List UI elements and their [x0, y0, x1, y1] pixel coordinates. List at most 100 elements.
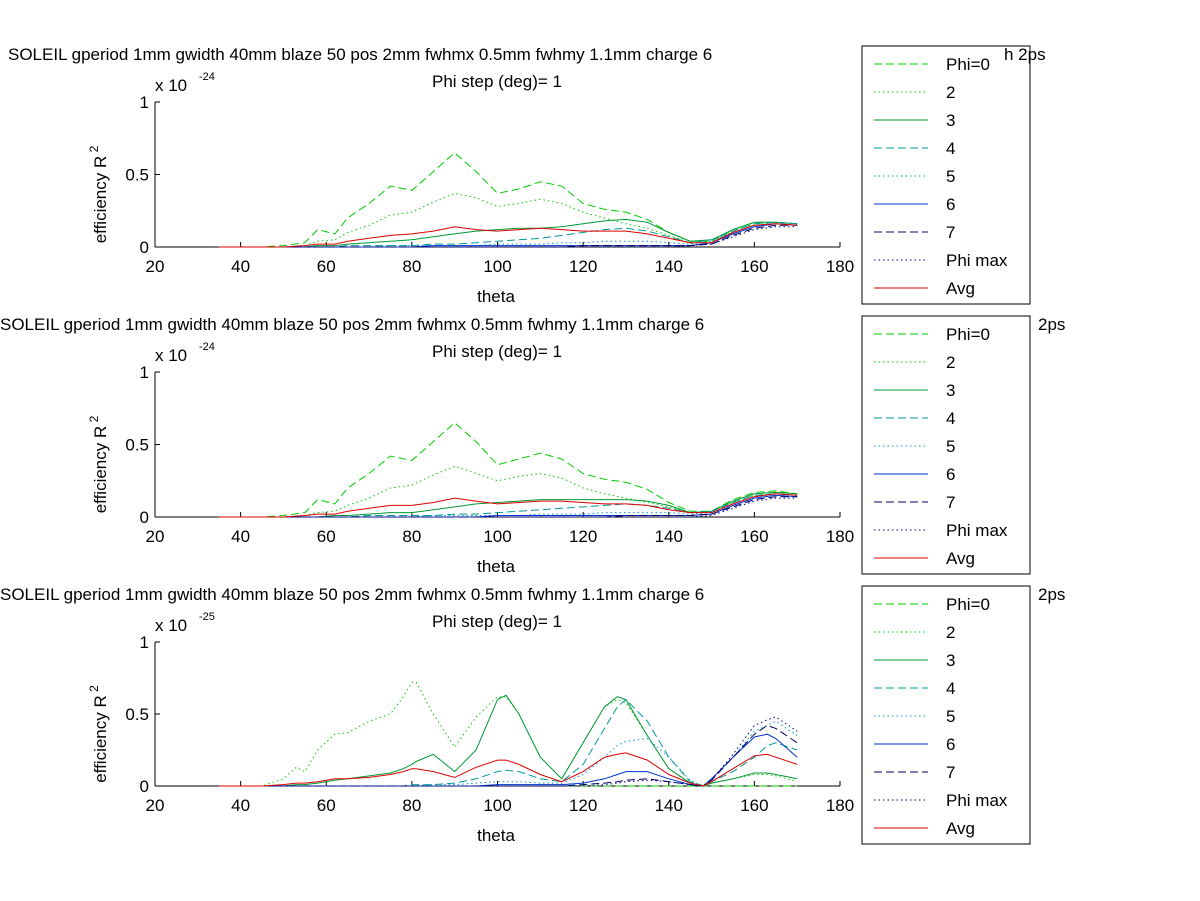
legend-label: 3: [946, 111, 955, 130]
y-tick-label: 1: [140, 93, 149, 112]
series-line-7: [219, 496, 798, 518]
x-tick-label: 40: [231, 257, 250, 276]
x-tick-label: 80: [402, 527, 421, 546]
x-tick-label: 160: [740, 257, 768, 276]
y-axis-label: efficiency R 2: [87, 685, 110, 783]
legend-label: 4: [946, 139, 955, 158]
x-tick-label: 180: [826, 527, 854, 546]
x-tick-label: 160: [740, 527, 768, 546]
legend-label: Avg: [946, 819, 975, 838]
legend-label: 6: [946, 465, 955, 484]
x-tick-label: 60: [317, 527, 336, 546]
series-line-4: [219, 493, 798, 518]
x-tick-label: 60: [317, 796, 336, 815]
y-axis-multiplier-exponent: -24: [199, 71, 215, 83]
chart-title: SOLEIL gperiod 1mm gwidth 40mm blaze 50 …: [8, 45, 712, 64]
x-tick-label: 40: [231, 796, 250, 815]
legend-label: 5: [946, 437, 955, 456]
series-line-8: [219, 497, 798, 518]
legend-label: Phi=0: [946, 55, 990, 74]
subplot-1: SOLEIL gperiod 1mm gwidth 40mm blaze 50 …: [8, 45, 1046, 306]
y-axis-multiplier: x 10: [155, 616, 187, 635]
y-axis-multiplier-exponent: -24: [199, 341, 215, 353]
x-tick-label: 40: [231, 527, 250, 546]
y-tick-label: 0.5: [125, 705, 149, 724]
x-tick-label: 100: [483, 796, 511, 815]
series-line-6: [219, 494, 798, 518]
legend-label: 2: [946, 623, 955, 642]
x-tick-label: 120: [569, 257, 597, 276]
x-tick-label: 80: [402, 796, 421, 815]
legend-label: 7: [946, 223, 955, 242]
chart-subtitle: Phi step (deg)= 1: [432, 342, 562, 361]
series-line-2: [219, 192, 798, 248]
subplot-2: SOLEIL gperiod 1mm gwidth 40mm blaze 50 …: [0, 315, 1065, 576]
x-tick-label: 140: [655, 796, 683, 815]
x-tick-label: 80: [402, 257, 421, 276]
x-tick-label: 20: [146, 796, 165, 815]
y-axis-label-superscript: 2: [87, 415, 101, 425]
y-axis-label-superscript: 2: [87, 145, 101, 155]
legend-box: [861, 315, 1031, 575]
x-axis-label: theta: [477, 557, 515, 576]
legend: Phi=0 2 3 4 5 6 7 Phi max Avg: [861, 585, 1031, 845]
series-line-9: [219, 493, 798, 518]
x-tick-label: 20: [146, 527, 165, 546]
legend-label: 3: [946, 381, 955, 400]
legend-label: Phi=0: [946, 595, 990, 614]
x-tick-label: 140: [655, 257, 683, 276]
y-tick-label: 0: [140, 508, 149, 527]
y-axis-multiplier: x 10: [155, 346, 187, 365]
y-tick-label: 1: [140, 633, 149, 652]
legend-box: [861, 45, 1031, 305]
legend-label: 4: [946, 409, 955, 428]
y-axis-label: efficiency R 2: [87, 145, 110, 243]
y-axis-multiplier: x 10: [155, 76, 187, 95]
legend-label: Avg: [946, 549, 975, 568]
legend-label: 5: [946, 167, 955, 186]
x-tick-label: 100: [483, 257, 511, 276]
chart-subtitle: Phi step (deg)= 1: [432, 72, 562, 91]
x-tick-label: 160: [740, 796, 768, 815]
x-axis-label: theta: [477, 826, 515, 845]
legend-label: 6: [946, 195, 955, 214]
y-tick-label: 0.5: [125, 166, 149, 185]
chart-title: SOLEIL gperiod 1mm gwidth 40mm blaze 50 …: [0, 315, 704, 334]
x-axis-label: theta: [477, 287, 515, 306]
y-tick-label: 0.5: [125, 436, 149, 455]
series-line-7: [219, 224, 798, 248]
chart-subtitle: Phi step (deg)= 1: [432, 612, 562, 631]
series-line-1: [219, 152, 798, 248]
series-line-4: [219, 221, 798, 248]
y-tick-label: 0: [140, 777, 149, 796]
legend: Phi=0 2 3 4 5 6 7 Phi max Avg: [861, 45, 1031, 305]
x-tick-label: 120: [569, 527, 597, 546]
x-tick-label: 180: [826, 796, 854, 815]
chart-title-tail: 2ps: [1038, 585, 1065, 604]
legend-label: Phi=0: [946, 325, 990, 344]
legend-label: Phi max: [946, 251, 1008, 270]
legend-label: 7: [946, 763, 955, 782]
y-tick-label: 1: [140, 363, 149, 382]
series-line-9: [219, 223, 798, 248]
series-line-9: [219, 752, 798, 787]
series-line-5: [219, 494, 798, 518]
x-tick-label: 140: [655, 527, 683, 546]
legend-label: Phi max: [946, 791, 1008, 810]
series-line-8: [219, 226, 798, 248]
x-tick-label: 20: [146, 257, 165, 276]
x-tick-label: 60: [317, 257, 336, 276]
x-tick-label: 120: [569, 796, 597, 815]
legend-label: 2: [946, 83, 955, 102]
legend-label: 2: [946, 353, 955, 372]
y-axis-label: efficiency R 2: [87, 415, 110, 513]
legend-box: [861, 585, 1031, 845]
y-axis-label-superscript: 2: [87, 685, 101, 695]
y-tick-label: 0: [140, 238, 149, 257]
chart-title: SOLEIL gperiod 1mm gwidth 40mm blaze 50 …: [0, 585, 704, 604]
legend-label: Phi max: [946, 521, 1008, 540]
series-line-3: [219, 218, 798, 248]
subplot-3: SOLEIL gperiod 1mm gwidth 40mm blaze 50 …: [0, 585, 1065, 845]
x-tick-label: 180: [826, 257, 854, 276]
